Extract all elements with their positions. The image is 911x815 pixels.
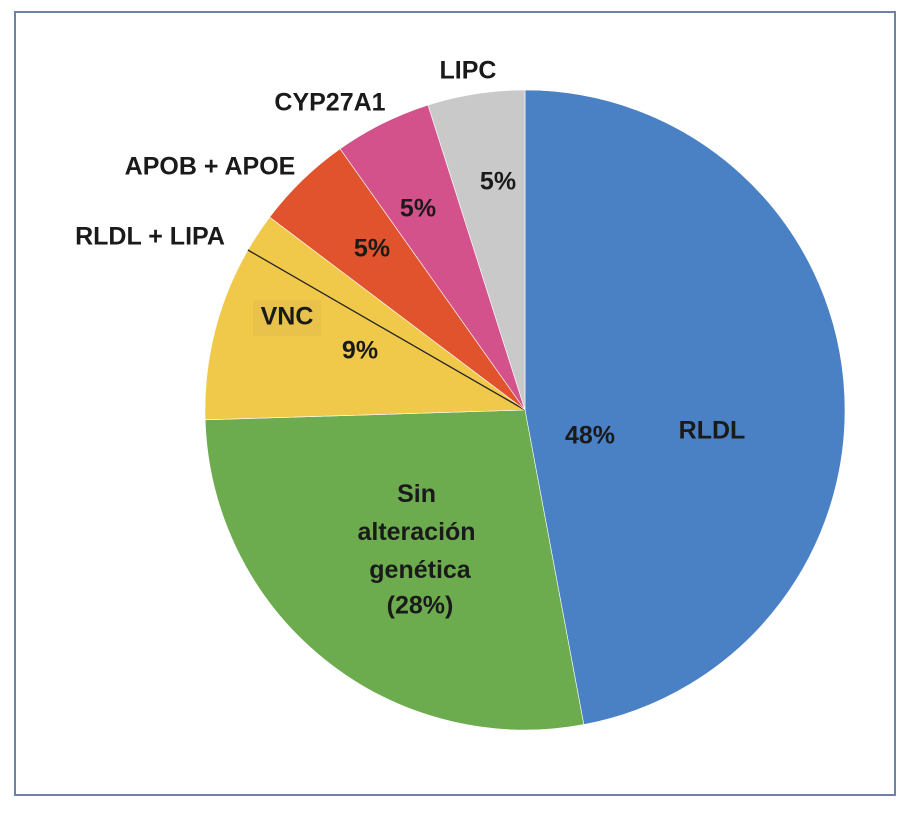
slice-label: APOB + APOE — [125, 153, 296, 181]
pie — [204, 89, 846, 731]
label-line: alteración — [357, 518, 482, 546]
divider — [247, 249, 526, 411]
pie-slice — [204, 249, 527, 421]
value-label: 9% — [342, 337, 378, 365]
slice-label: RLDL + LIPA — [75, 223, 225, 251]
slice-label: CYP27A1 — [274, 89, 385, 117]
slice-label: LIPC — [440, 57, 497, 85]
slice-label: Sin alteración genética — [357, 480, 482, 584]
value-label: (28%) — [387, 592, 454, 620]
value-label: 5% — [400, 195, 436, 223]
slice-label: VNC — [261, 303, 314, 331]
label-line: genética — [369, 556, 472, 584]
labels: RLDL 48% Sin alteración genética (28%) VNC 9%… — [75, 57, 745, 620]
slice-label: RLDL — [679, 417, 746, 445]
label-line: Sin — [397, 480, 443, 508]
value-label: 48% — [565, 422, 615, 450]
value-label: 5% — [480, 168, 516, 196]
label-bg — [253, 300, 321, 336]
pie-slice — [427, 89, 526, 411]
pie-slice — [204, 409, 585, 731]
value-label: 5% — [354, 235, 390, 263]
pie-slice — [524, 89, 846, 725]
